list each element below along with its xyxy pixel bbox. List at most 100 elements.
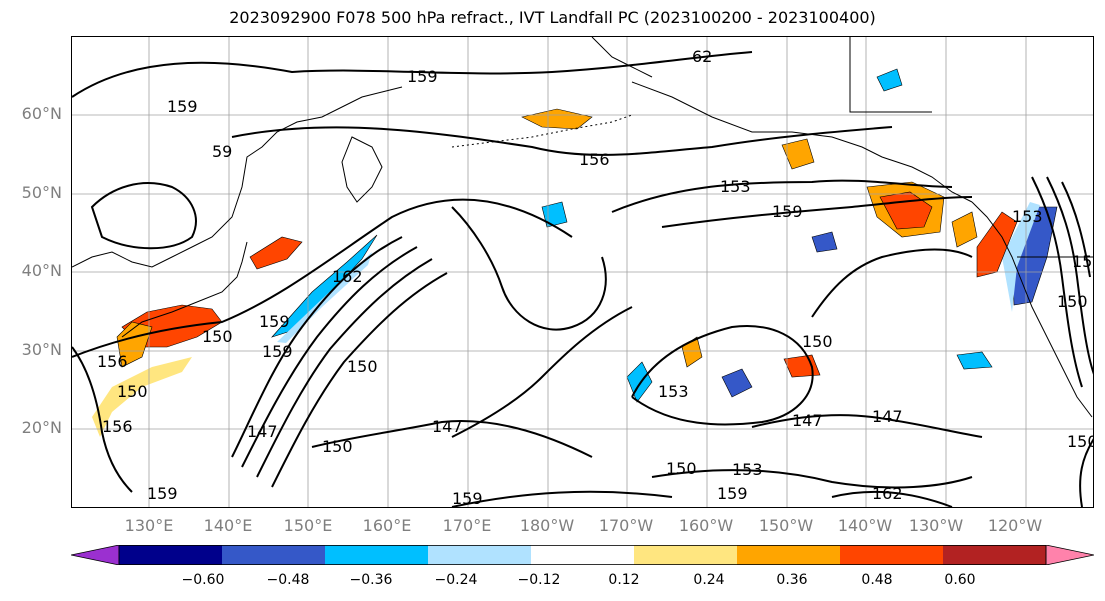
contour-label: 159 xyxy=(452,489,483,508)
coast-asia xyxy=(72,86,403,268)
contour-147-mid xyxy=(451,306,633,438)
colorbar-outline xyxy=(118,545,1047,565)
lat-label-40n: 40°N xyxy=(21,261,62,280)
contour-150-east xyxy=(811,248,973,318)
colorbar-extend-low xyxy=(71,545,120,565)
colorbar-swatch xyxy=(737,545,840,565)
shade-coast-orange xyxy=(951,211,978,248)
shaded-regions xyxy=(92,68,1058,437)
contour-coast-3 xyxy=(1061,181,1091,278)
lat-label-20n: 20°N xyxy=(21,418,62,437)
coast-alaska xyxy=(631,81,973,203)
contour-label: 59 xyxy=(212,142,232,161)
contour-label: 156 xyxy=(97,352,128,371)
colorbar-tick: 0.24 xyxy=(693,572,725,588)
contour-label: 162 xyxy=(872,484,903,503)
contour-label: 153 xyxy=(1012,207,1043,226)
contour-label: 150 xyxy=(1067,432,1094,451)
contour-label: 159 xyxy=(407,67,438,86)
shade-bering-blue xyxy=(876,68,903,92)
contour-153 xyxy=(611,179,953,213)
contour-150-far-east xyxy=(1079,438,1093,507)
contour-label: 153 xyxy=(732,460,763,479)
contour-label: 150 xyxy=(117,382,148,401)
contour-156-west xyxy=(72,346,133,493)
lon-label: 170°E xyxy=(442,516,492,535)
map-title: 2023092900 F078 500 hPa refract., IVT La… xyxy=(229,8,876,27)
colorbar-tick: 0.36 xyxy=(776,572,808,588)
colorbar-tick: −0.12 xyxy=(517,572,561,588)
contour-label: 153 xyxy=(1072,252,1094,271)
contour-coast-2 xyxy=(1046,176,1093,375)
lon-label: 130°W xyxy=(908,516,964,535)
colorbar-swatch xyxy=(840,545,943,565)
lat-label-30n: 30°N xyxy=(21,340,62,359)
coast-namerica xyxy=(971,201,1093,418)
contour-label: 62 xyxy=(692,47,712,66)
shade-coast-lightblue xyxy=(1002,202,1040,312)
contour-153-loop xyxy=(631,325,814,426)
contour-label: 156 xyxy=(579,150,610,169)
contour-159-south xyxy=(451,490,673,507)
contour-label: 147 xyxy=(432,417,463,436)
contour-label: 159 xyxy=(717,484,748,503)
colorbar-tick: 0.48 xyxy=(861,572,893,588)
shade-sw-blue xyxy=(811,231,838,253)
contour-label: 150 xyxy=(1057,292,1088,311)
shade-gulf-orange xyxy=(781,138,815,170)
colorbar-tick: 0.60 xyxy=(944,572,976,588)
contour-150 xyxy=(72,198,573,358)
contour-150-south xyxy=(311,420,593,458)
contour-label: 159 xyxy=(262,342,293,361)
shade-blue-small xyxy=(541,201,568,228)
coastlines xyxy=(72,37,1093,418)
shade-mid-lightblue xyxy=(626,361,653,403)
contour-label: 150 xyxy=(322,437,353,456)
colorbar-swatch xyxy=(943,545,1046,565)
contour-mid-wiggle xyxy=(451,206,607,331)
colorbar-swatches xyxy=(71,545,1094,565)
contour-jet-3 xyxy=(256,258,433,478)
contour-label: 150 xyxy=(347,357,378,376)
shade-south-blue xyxy=(956,351,993,370)
contour-147-east xyxy=(751,414,983,438)
lon-label: 170°W xyxy=(598,516,654,535)
contour-label: 150 xyxy=(802,332,833,351)
colorbar-swatch xyxy=(222,545,325,565)
lon-label: 130°E xyxy=(124,516,174,535)
shade-japan-orange xyxy=(116,321,153,368)
lat-label-60n: 60°N xyxy=(21,104,62,123)
colorbar-swatch xyxy=(531,545,634,565)
contour-label: 159 xyxy=(259,312,290,331)
contour-label: 150 xyxy=(202,327,233,346)
colorbar-tick: −0.48 xyxy=(266,572,310,588)
contour-159-mid xyxy=(661,196,973,228)
shade-mid-red xyxy=(783,354,821,378)
colorbar-tick: −0.60 xyxy=(181,572,225,588)
lon-label: 160°E xyxy=(362,516,412,535)
shade-japan-yellow xyxy=(92,357,192,437)
contour-coast-1 xyxy=(1031,176,1083,388)
contour-159-north xyxy=(72,51,753,98)
coast-japan xyxy=(121,241,248,338)
colorbar-extend-high xyxy=(1045,545,1094,565)
contour-jet-2 xyxy=(241,246,418,468)
contour-label: 159 xyxy=(167,97,198,116)
colorbar xyxy=(71,545,1094,565)
lon-label: 150°E xyxy=(283,516,333,535)
contour-label: 153 xyxy=(720,177,751,196)
border-canada xyxy=(849,37,932,113)
contour-label: 153 xyxy=(658,382,689,401)
coast-kamchatka xyxy=(341,136,383,203)
lon-label: 150°W xyxy=(758,516,814,535)
colorbar-swatch xyxy=(428,545,531,565)
graticule xyxy=(72,37,1093,507)
colorbar-swatch xyxy=(325,545,428,565)
coast-alaska-north xyxy=(591,37,653,78)
shade-mid-blue xyxy=(721,368,753,398)
map-svg: 159 62 159 59 156 153 159 162 150 159 15… xyxy=(72,37,1094,508)
contour-label: 147 xyxy=(872,407,903,426)
contour-label: 159 xyxy=(772,202,803,221)
lat-label-50n: 50°N xyxy=(21,183,62,202)
contour-162-south xyxy=(831,490,953,507)
